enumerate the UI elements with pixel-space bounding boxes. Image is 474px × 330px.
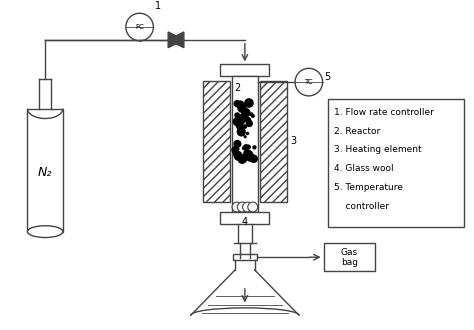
Circle shape	[234, 100, 241, 107]
Text: 5. Temperature: 5. Temperature	[334, 183, 403, 192]
Text: FC: FC	[135, 24, 144, 30]
Circle shape	[243, 202, 253, 212]
Circle shape	[234, 112, 240, 118]
Bar	[328, 99, 464, 227]
Circle shape	[236, 116, 242, 123]
Circle shape	[240, 106, 247, 112]
Circle shape	[241, 108, 251, 117]
Circle shape	[237, 117, 245, 125]
Circle shape	[250, 151, 253, 154]
Circle shape	[245, 151, 251, 157]
Circle shape	[248, 152, 254, 157]
Text: 2. Reactor: 2. Reactor	[334, 127, 381, 136]
Bar	[220, 212, 269, 224]
Circle shape	[243, 144, 249, 150]
Circle shape	[234, 152, 243, 161]
Text: TC: TC	[304, 79, 313, 85]
Text: 3: 3	[290, 136, 296, 146]
Bar	[27, 109, 63, 232]
Bar	[202, 81, 230, 202]
Circle shape	[242, 158, 247, 162]
Circle shape	[126, 13, 154, 41]
Circle shape	[249, 154, 258, 163]
Text: 1: 1	[155, 1, 162, 11]
Circle shape	[237, 104, 245, 112]
Circle shape	[243, 124, 247, 129]
Circle shape	[246, 119, 249, 123]
Circle shape	[244, 98, 254, 108]
Circle shape	[236, 148, 239, 151]
Circle shape	[233, 140, 241, 148]
Circle shape	[243, 149, 252, 157]
Circle shape	[245, 109, 249, 113]
Text: 4: 4	[242, 217, 248, 227]
Circle shape	[242, 146, 246, 150]
Circle shape	[246, 153, 255, 162]
Circle shape	[245, 110, 249, 114]
Polygon shape	[168, 32, 184, 48]
Circle shape	[246, 145, 251, 149]
Circle shape	[245, 117, 251, 123]
Circle shape	[236, 151, 242, 158]
Circle shape	[232, 202, 242, 212]
Bar	[324, 244, 375, 271]
Circle shape	[237, 154, 247, 164]
Circle shape	[252, 145, 256, 149]
Circle shape	[238, 154, 246, 162]
Circle shape	[237, 129, 243, 134]
Circle shape	[235, 116, 240, 122]
Text: Gas
bag: Gas bag	[341, 248, 358, 267]
Circle shape	[231, 146, 239, 154]
Text: 5: 5	[325, 72, 331, 82]
Bar	[260, 81, 287, 202]
Circle shape	[246, 132, 249, 135]
Circle shape	[248, 202, 258, 212]
Text: 2: 2	[234, 83, 240, 93]
Circle shape	[239, 115, 246, 122]
Circle shape	[233, 149, 240, 156]
Text: 3. Heating element: 3. Heating element	[334, 146, 422, 154]
Bar	[220, 64, 269, 76]
Circle shape	[249, 112, 254, 116]
Circle shape	[251, 114, 255, 118]
Circle shape	[237, 104, 242, 109]
Polygon shape	[168, 32, 184, 48]
Circle shape	[240, 115, 247, 122]
Circle shape	[295, 68, 323, 96]
Text: controller: controller	[334, 202, 389, 211]
Bar	[233, 254, 257, 260]
Circle shape	[237, 104, 246, 113]
Circle shape	[233, 117, 242, 126]
Circle shape	[237, 128, 245, 136]
Bar	[232, 76, 258, 212]
Circle shape	[233, 153, 238, 158]
Circle shape	[245, 154, 248, 158]
Circle shape	[236, 122, 244, 130]
Text: 1. Flow rate controller: 1. Flow rate controller	[334, 108, 434, 117]
Circle shape	[238, 114, 247, 122]
Text: N₂: N₂	[38, 166, 52, 179]
Circle shape	[237, 202, 247, 212]
Ellipse shape	[27, 226, 63, 238]
Circle shape	[244, 125, 247, 129]
Text: 4. Glass wool: 4. Glass wool	[334, 164, 394, 173]
Circle shape	[244, 135, 247, 138]
Circle shape	[243, 102, 247, 107]
Circle shape	[237, 127, 246, 136]
Circle shape	[246, 120, 253, 127]
Circle shape	[237, 102, 241, 107]
Circle shape	[247, 146, 251, 149]
Circle shape	[237, 100, 244, 108]
